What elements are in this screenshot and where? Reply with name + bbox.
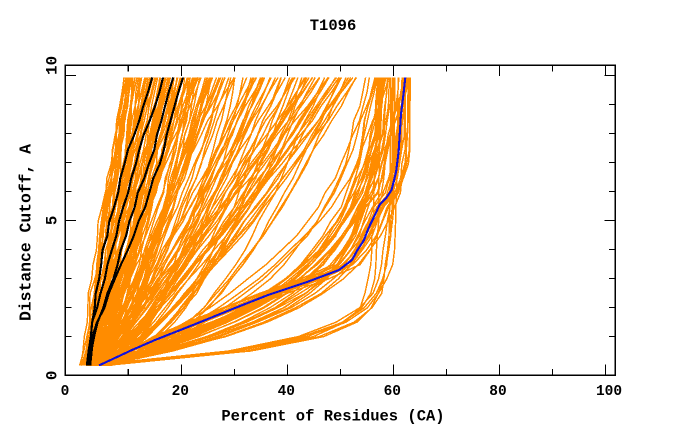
svg-text:60: 60 [384, 384, 401, 400]
svg-text:Percent of Residues (CA): Percent of Residues (CA) [221, 407, 444, 425]
svg-text:80: 80 [489, 384, 506, 400]
svg-text:10: 10 [44, 56, 62, 75]
svg-text:0: 0 [44, 371, 62, 380]
svg-text:20: 20 [172, 384, 189, 400]
svg-text:40: 40 [278, 384, 295, 400]
svg-text:5: 5 [44, 216, 62, 225]
svg-text:100: 100 [596, 384, 622, 400]
svg-text:Distance Cutoff, A: Distance Cutoff, A [17, 144, 36, 321]
svg-text:T1096: T1096 [310, 17, 357, 35]
svg-text:0: 0 [61, 384, 70, 400]
